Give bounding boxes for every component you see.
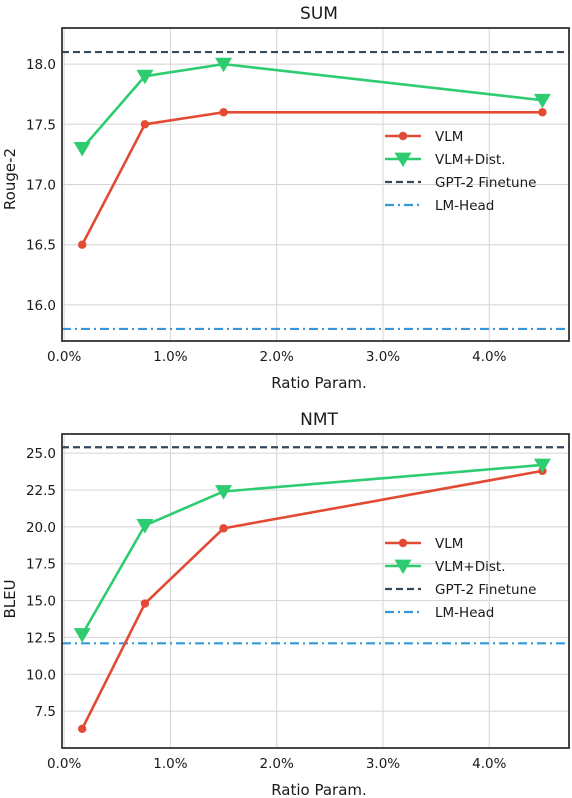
vlm-data-point [140, 120, 150, 129]
legend: VLM VLM+Dist. GPT-2 Finetune LM-Head [385, 129, 536, 214]
legend-marker [398, 538, 408, 548]
y-tick-label: 16.0 [26, 298, 56, 314]
sum-chart: SUM Ratio Param. Rouge-2 0.0% 1.0% 2.0% 3.0… [1, 4, 570, 392]
vlm-data-point [77, 724, 87, 734]
legend-item: VLM+Dist. [385, 559, 505, 575]
x-tick-label: 1.0% [153, 756, 187, 772]
x-tick-label: 2.0% [260, 349, 294, 365]
y-axis-label: Rouge-2 [1, 148, 19, 210]
y-tick-label: 20.0 [26, 520, 56, 536]
vlm-dist-series-line [81, 62, 543, 150]
x-axis-label: Ratio Param. [271, 781, 367, 798]
vlm-dist-data-point [215, 57, 233, 73]
x-axis-label: Ratio Param. [271, 374, 367, 392]
y-tick-label: 17.5 [26, 117, 56, 133]
legend-item: VLM [385, 129, 463, 145]
legend-item: LM-Head [385, 605, 494, 621]
vlm-dist-data-point [136, 69, 154, 85]
legend-item: GPT-2 Finetune [385, 175, 536, 191]
legend-marker [394, 152, 412, 168]
y-tick-label: 17.0 [26, 178, 56, 194]
y-tick-label: 18.0 [26, 57, 56, 73]
vlm-data-point [219, 524, 228, 533]
legend-item: LM-Head [385, 198, 494, 214]
legend-marker [398, 131, 408, 141]
legend-item: VLM+Dist. [385, 152, 505, 168]
legend-label: VLM+Dist. [435, 152, 505, 168]
legend-item: VLM [385, 536, 463, 552]
x-tick-label: 3.0% [366, 756, 400, 772]
vlm-dist-data-point [73, 628, 91, 643]
y-tick-label: 12.5 [26, 630, 56, 646]
y-tick-label: 10.0 [26, 667, 56, 683]
x-tick-label: 4.0% [472, 349, 506, 365]
chart-title: NMT [300, 410, 338, 430]
x-tick-label: 1.0% [153, 349, 187, 365]
legend-label: LM-Head [435, 605, 494, 621]
nmt-chart: NMT Ratio Param. BLEU 0.0% 1.0% 2.0% 3.0% 4.… [1, 410, 570, 798]
y-tick-label: 16.5 [26, 238, 56, 254]
x-tick-label: 3.0% [366, 349, 400, 365]
y-tick-label: 7.5 [35, 704, 56, 720]
vlm-series-line [81, 110, 543, 246]
x-tick-label: 0.0% [47, 349, 81, 365]
y-tick-label: 15.0 [26, 594, 56, 610]
vlm-dist-data-point [533, 458, 551, 474]
chart-title: SUM [300, 4, 338, 24]
vlm-data-point [140, 599, 150, 608]
plot-frame [61, 433, 570, 749]
legend: VLM VLM+Dist. GPT-2 Finetune LM-Head [385, 536, 536, 621]
vlm-data-point [538, 108, 547, 117]
y-tick-label: 25.0 [26, 446, 56, 462]
vlm-data-point [219, 108, 228, 117]
vlm-data-point [77, 240, 87, 249]
legend-marker [394, 559, 412, 575]
legend-label: LM-Head [435, 198, 494, 214]
vlm-series-line [81, 469, 543, 730]
x-tick-label: 2.0% [260, 756, 294, 772]
vlm-dist-data-point [533, 93, 551, 109]
y-axis-label: BLEU [1, 579, 19, 618]
x-tick-label: 4.0% [472, 756, 506, 772]
vlm-dist-data-point [73, 142, 91, 157]
legend-label: VLM+Dist. [435, 559, 505, 575]
vlm-dist-series-line [81, 463, 543, 636]
y-tick-label: 22.5 [26, 483, 56, 499]
plot-frame [61, 27, 570, 342]
legend-label: GPT-2 Finetune [435, 582, 536, 598]
legend-item: GPT-2 Finetune [385, 582, 536, 598]
legend-label: VLM [435, 129, 463, 145]
legend-label: VLM [435, 536, 463, 552]
x-tick-label: 0.0% [47, 756, 81, 772]
legend-label: GPT-2 Finetune [435, 175, 536, 191]
vlm-dist-data-point [215, 485, 233, 500]
vlm-dist-data-point [136, 519, 154, 534]
y-tick-label: 17.5 [26, 557, 56, 573]
